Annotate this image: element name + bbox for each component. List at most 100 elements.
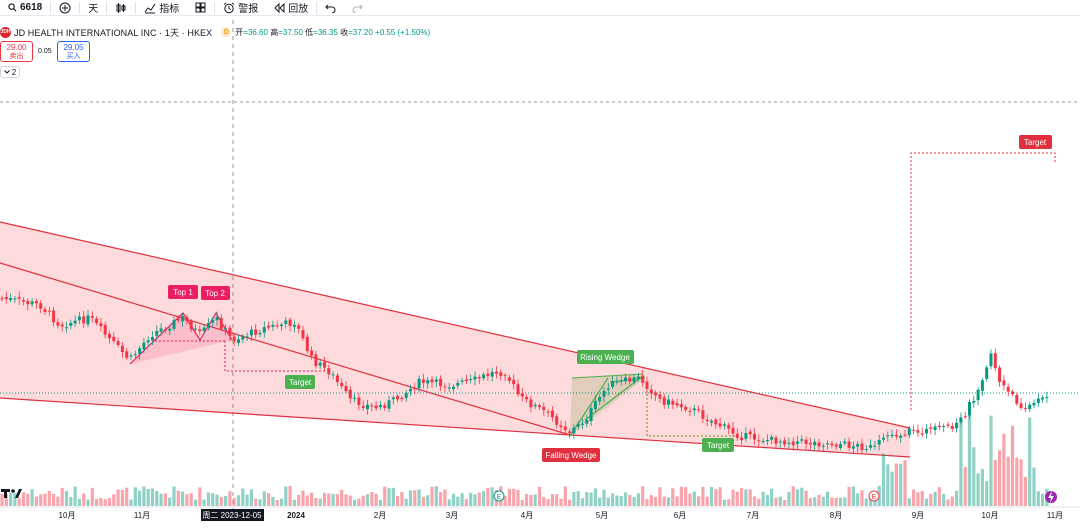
crosshair-date-label: 周二 2023-12-05: [202, 511, 262, 520]
candle-body: [572, 427, 576, 434]
candle-body: [4, 297, 8, 300]
indicator-collapse-button[interactable]: 2: [0, 66, 20, 78]
sell-button[interactable]: 29.00 卖出: [0, 41, 33, 62]
annotation-rising-wedge[interactable]: Rising Wedge: [577, 350, 634, 364]
volume-bar: [185, 494, 189, 506]
candle-body: [232, 336, 236, 342]
candle-body: [361, 406, 365, 408]
volume-bar: [189, 493, 193, 506]
volume-bar: [563, 486, 567, 506]
candle-body: [249, 329, 253, 336]
candle-body: [348, 389, 352, 399]
volume-bar: [559, 498, 563, 506]
target-line-1: [224, 341, 327, 372]
plus-circle-icon: [59, 2, 71, 13]
volume-bar: [77, 498, 81, 506]
volume-bar: [107, 498, 112, 506]
volume-bar: [17, 498, 21, 506]
annotation-target-1[interactable]: Target: [285, 375, 315, 389]
chart-type-button[interactable]: [107, 0, 135, 16]
annotation-target-2[interactable]: Target: [702, 438, 734, 452]
candle-body: [335, 375, 339, 383]
annotation-target-3[interactable]: Target: [1019, 135, 1052, 149]
candle-body: [318, 362, 322, 366]
candle-body: [482, 374, 486, 379]
candle-body: [439, 378, 443, 387]
candle-body: [839, 444, 842, 448]
volume-bar: [447, 499, 451, 506]
interval-label: 天: [88, 4, 99, 15]
candle-body: [1006, 386, 1010, 392]
symbol-search-button[interactable]: 6618: [0, 0, 50, 16]
annotation-top-1[interactable]: Top 1: [168, 285, 198, 299]
alert-button[interactable]: 警报: [215, 0, 266, 16]
volume-bar: [56, 496, 60, 506]
time-axis[interactable]: 10月 11月 2024 2月 3月 4月 5月 6月 7月 8月 9月 10月 11月: [59, 511, 1064, 520]
earnings-marker[interactable]: E: [493, 490, 505, 502]
candle-body: [873, 445, 877, 447]
volume-bar: [972, 447, 976, 506]
volume-bar: [129, 499, 133, 506]
earnings-marker[interactable]: E: [868, 490, 880, 502]
toolbar-divider: [106, 1, 108, 14]
volume-bar: [684, 487, 688, 506]
candle-body: [753, 433, 756, 440]
candle-body: [82, 316, 86, 324]
candle-body: [890, 434, 894, 437]
volume-bar: [30, 489, 34, 506]
volume-bar: [881, 453, 886, 506]
volume-bar: [507, 488, 511, 506]
candle-body: [17, 297, 21, 299]
volume-bar: [52, 493, 56, 506]
data-status-icon[interactable]: D: [221, 27, 232, 37]
lightning-icon[interactable]: [1045, 491, 1057, 503]
candle-body: [284, 320, 288, 325]
candle-body: [447, 387, 451, 389]
volume-bar: [619, 496, 623, 506]
symbol-title[interactable]: JD HEALTH INTERNATIONAL INC · 1天 · HKEX: [14, 27, 213, 38]
volume-bar: [417, 489, 421, 506]
replay-button[interactable]: 回放: [266, 0, 316, 16]
volume-bar: [219, 497, 223, 506]
redo-button[interactable]: [344, 0, 371, 16]
volume-bar: [215, 494, 219, 506]
candle-body: [1019, 403, 1023, 409]
volume-bar: [783, 499, 787, 506]
annotation-top-2[interactable]: Top 2: [201, 286, 230, 300]
open-value: =36.60: [243, 27, 268, 37]
candle-body: [77, 316, 81, 321]
high-label: 高: [270, 27, 279, 37]
volume-bar: [64, 491, 69, 506]
undo-button[interactable]: [317, 0, 344, 16]
candle-body: [26, 301, 30, 305]
volume-bar: [787, 492, 791, 506]
candle-body: [727, 424, 731, 429]
interval-button[interactable]: 天: [80, 0, 106, 16]
ohlc-values: 开=36.60 高=37.50 低=36.35 收=37.20 +0.55 (+…: [235, 27, 430, 38]
volume-bar: [924, 498, 929, 506]
candle-body: [452, 386, 455, 390]
volume-bar: [275, 499, 279, 506]
volume-bar: [116, 489, 120, 506]
candle-body: [628, 377, 632, 382]
candle-body: [817, 442, 821, 447]
layouts-button[interactable]: [187, 0, 214, 16]
candle-body: [907, 428, 911, 436]
candle-body: [464, 379, 468, 382]
buy-button[interactable]: 29.05 买入: [57, 41, 90, 62]
volume-bar: [1041, 493, 1045, 506]
volume-bar: [90, 487, 94, 506]
annotation-falling-wedge[interactable]: Falling Wedge: [542, 448, 600, 462]
volume-bar: [550, 493, 554, 506]
candle-body: [697, 409, 701, 411]
indicators-button[interactable]: 指标: [136, 0, 187, 16]
volume-bars: [0, 414, 1049, 506]
volume-bar: [907, 498, 911, 506]
candle-body: [116, 341, 120, 345]
compare-button[interactable]: [51, 0, 79, 16]
volume-bar: [993, 459, 997, 506]
candle-body: [705, 419, 709, 422]
volume-bar: [159, 493, 163, 506]
time-axis-tick: 6月: [674, 511, 686, 520]
